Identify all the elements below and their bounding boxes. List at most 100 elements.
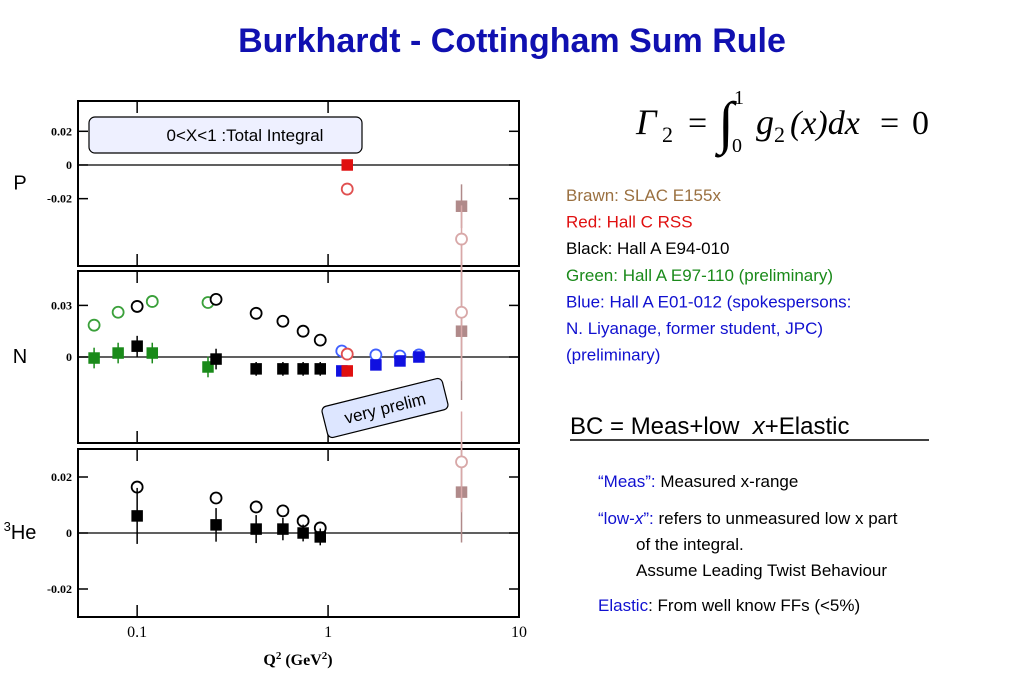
data-point — [413, 351, 425, 363]
note-line: of the integral. — [636, 535, 744, 554]
slide-title: Burkhardt - Cottingham Sum Rule — [238, 22, 786, 60]
x-axis-label-part: Q — [263, 652, 275, 669]
panel-label: N — [13, 346, 27, 368]
note-term: “low- — [598, 509, 635, 528]
note-line: Assume Leading Twist Behaviour — [636, 561, 887, 580]
note-term: x — [634, 509, 644, 528]
y-tick-label: 0.03 — [51, 298, 72, 312]
note-term: Elastic — [598, 596, 649, 615]
annotation: 0<X<1 :Total Integral — [167, 126, 324, 145]
data-point — [130, 300, 144, 313]
formula-g: g — [756, 102, 774, 142]
note: “Meas”: Measured x-range — [598, 472, 798, 491]
data-point — [369, 348, 383, 362]
note-term: “Meas”: — [598, 472, 656, 491]
data-point — [277, 363, 289, 375]
y-tick-label: 0 — [66, 526, 72, 540]
bc-part: +Elastic — [765, 413, 850, 440]
data-point — [145, 295, 159, 308]
annotation-box — [321, 377, 449, 439]
x-axis-label-sup: 2 — [322, 650, 328, 662]
note-text: Measured x-range — [656, 472, 799, 491]
bc-equation: BC = Meas+low x+Elastic — [570, 413, 849, 440]
data-point — [112, 347, 124, 359]
data-point — [250, 523, 262, 535]
data-point — [131, 510, 143, 522]
data-point — [394, 355, 406, 367]
data-point — [297, 527, 309, 539]
annotation-group: very prelim — [321, 377, 449, 439]
note-text: refers to unmeasured low x part — [654, 509, 898, 528]
panel-label: 3He — [4, 519, 37, 544]
data-point — [370, 359, 382, 371]
data-point — [314, 363, 327, 375]
data-point — [313, 333, 327, 347]
x-axis-label-part: ) — [327, 652, 332, 669]
data-point — [111, 305, 125, 319]
bc-part: x — [752, 413, 766, 440]
data-point — [297, 363, 309, 375]
y-tick-label: 0.02 — [51, 124, 72, 138]
x-axis-label-sup: 2 — [276, 650, 282, 662]
data-point — [340, 347, 354, 361]
y-tick-label: 0.02 — [51, 470, 72, 484]
x-tick-label: 0.1 — [127, 624, 147, 641]
data-point — [210, 519, 222, 531]
x-axis-label: Q2 (GeV2) — [263, 650, 332, 669]
y-tick-label: -0.02 — [47, 192, 72, 206]
legend-note: (preliminary) — [566, 346, 660, 365]
legend-note: Red: Hall C RSS — [566, 213, 693, 232]
formula-sub: 2 — [774, 122, 785, 147]
data-point — [146, 347, 159, 359]
legend-note: Blue: Hall A E01-012 (spokespersons: — [566, 292, 851, 311]
note-text: : From well know FFs (<5%) — [648, 596, 860, 615]
legend-note: N. Liyanage, former student, JPC) — [566, 319, 823, 338]
y-tick-label: 0 — [66, 158, 72, 172]
legend-note: Green: Hall A E97-110 (preliminary) — [566, 266, 833, 285]
data-point — [249, 500, 263, 514]
panel-label-text: He — [11, 522, 37, 544]
y-tick-label: 0 — [66, 350, 72, 364]
formula-rest: (x)dx — [790, 105, 860, 142]
data-point — [209, 292, 223, 306]
data-point — [314, 531, 327, 543]
panel-label-text: P — [13, 173, 26, 195]
data-point — [131, 340, 143, 352]
formula-eq: = — [880, 105, 899, 142]
plot-frame — [77, 100, 520, 267]
note: “low-x”: refers to unmeasured low x part — [598, 509, 898, 528]
data-point — [341, 159, 353, 171]
formula-gamma: Γ — [635, 102, 658, 142]
data-point — [340, 182, 354, 196]
data-point — [87, 318, 101, 332]
legend-note: Black: Hall A E94-010 — [566, 239, 729, 258]
panel-label: P — [13, 173, 26, 195]
data-point — [455, 232, 468, 246]
data-point — [277, 523, 289, 535]
x-axis-label-part: (GeV — [281, 652, 322, 669]
data-point — [209, 491, 223, 505]
data-point — [455, 455, 468, 469]
formula-eq: = — [688, 105, 707, 142]
bc-part: BC = Meas+low — [570, 413, 753, 440]
x-tick-label: 1 — [324, 624, 332, 641]
x-tick-label: 10 — [511, 624, 527, 641]
annotation-box — [88, 116, 363, 154]
data-point — [202, 361, 214, 373]
note: Elastic: From well know FFs (<5%) — [598, 596, 860, 615]
panel-label-sup: 3 — [4, 519, 11, 534]
data-point — [296, 324, 310, 338]
data-point — [276, 314, 290, 328]
data-point — [455, 305, 468, 319]
data-point — [341, 365, 353, 377]
panel-label-text: N — [13, 346, 27, 368]
data-point — [276, 504, 290, 518]
y-tick-label: -0.02 — [47, 582, 72, 596]
data-point — [88, 352, 100, 364]
data-point — [210, 353, 222, 365]
note-term: ”: — [643, 509, 653, 528]
legend-note: Brawn: SLAC E155x — [566, 186, 721, 205]
formula-zero: 0 — [912, 105, 929, 142]
formula-lower: 0 — [732, 135, 742, 157]
